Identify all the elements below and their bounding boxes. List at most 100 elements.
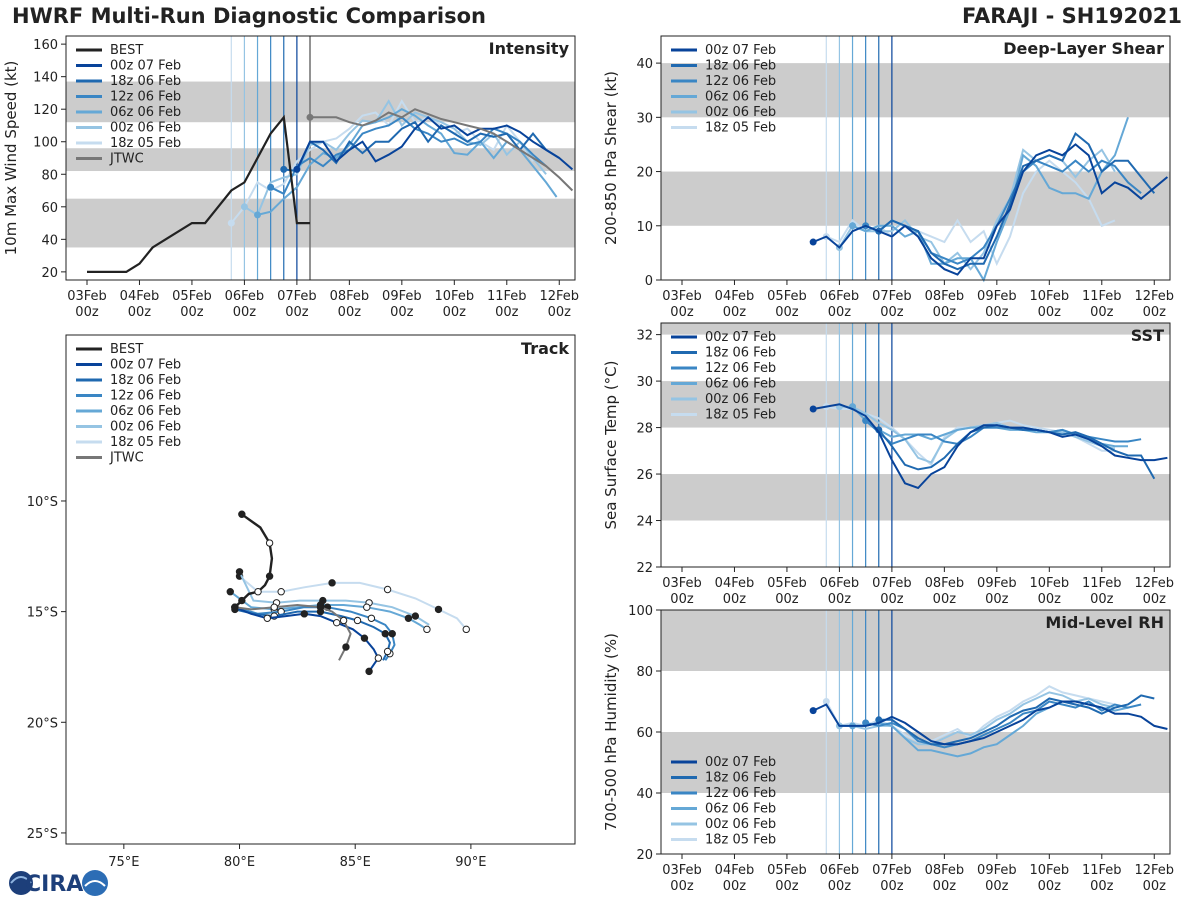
shear-panel-title: Deep-Layer Shear — [1003, 39, 1164, 58]
rh-xtick-hour-label: 00z — [1090, 879, 1114, 894]
sst-xtick-date-label: 05Feb — [767, 576, 807, 591]
intensity-ytick-label: 40 — [41, 233, 58, 248]
track-best-point — [265, 539, 274, 547]
rh-xtick-date-label: 09Feb — [977, 863, 1017, 878]
sst-xtick-date-label: 12Feb — [1134, 576, 1174, 591]
rh-series-line — [812, 700, 1168, 746]
intensity-xtick-hour-label: 00z — [128, 305, 152, 320]
intensity-init-marker — [267, 183, 275, 191]
rh-xtick-hour-label: 00z — [670, 879, 694, 894]
sst-xtick-hour-label: 00z — [828, 592, 852, 607]
sst-xtick-hour-label: 00z — [670, 592, 694, 607]
rh-legend-label: 12z 06 Feb — [705, 786, 776, 801]
shear-legend-label: 00z 06 Feb — [705, 105, 776, 120]
sst-xtick-hour-label: 00z — [775, 592, 799, 607]
sst-ytick-label: 30 — [636, 375, 653, 390]
intensity-xtick-hour-label: 00z — [233, 305, 257, 320]
shear-xtick-date-label: 05Feb — [767, 289, 807, 304]
shear-xtick-hour-label: 00z — [1038, 305, 1062, 320]
rh-legend-label: 18z 05 Feb — [705, 833, 776, 848]
track-series-line — [238, 571, 430, 626]
sst-xtick-hour-label: 00z — [1143, 592, 1167, 607]
intensity-init-marker — [280, 165, 288, 173]
track-series-point — [411, 612, 420, 620]
track-legend-label: 18z 06 Feb — [110, 373, 181, 388]
sst-xtick-date-label: 08Feb — [925, 576, 965, 591]
shear-xtick-hour-label: 00z — [933, 305, 957, 320]
track-ytick-label: 20°S — [27, 716, 58, 731]
cira-logo: CIRA — [5, 866, 115, 904]
sst-ytick-label: 22 — [636, 561, 653, 576]
sst-xtick-hour-label: 00z — [1090, 592, 1114, 607]
track-series-point — [363, 603, 371, 611]
intensity-shade-band — [66, 148, 575, 172]
shear-shade-band — [661, 63, 1170, 118]
intensity-xtick-date-label: 10Feb — [435, 289, 475, 304]
intensity-panel-title: Intensity — [489, 39, 570, 58]
sst-xtick-hour-label: 00z — [985, 592, 1009, 607]
intensity-init-marker — [254, 211, 262, 219]
shear-ytick-label: 20 — [636, 166, 653, 181]
shear-xtick-hour-label: 00z — [1090, 305, 1114, 320]
rh-xtick-hour-label: 00z — [933, 879, 957, 894]
track-jtwc-point — [342, 643, 350, 651]
track-series-point — [226, 588, 234, 596]
rh-panel — [656, 609, 1171, 859]
shear-xtick-date-label: 08Feb — [925, 289, 965, 304]
sst-ytick-label: 28 — [636, 422, 653, 437]
track-legend-label: 18z 05 Feb — [110, 435, 181, 450]
track-series-point — [277, 588, 285, 596]
rh-xtick-date-label: 12Feb — [1134, 863, 1174, 878]
shear-xtick-hour-label: 00z — [723, 305, 747, 320]
rh-xtick-date-label: 10Feb — [1030, 863, 1070, 878]
storm-id-title: FARAJI - SH192021 — [962, 4, 1182, 28]
intensity-xtick-hour-label: 00z — [338, 305, 362, 320]
track-series-point — [332, 618, 341, 627]
sst-legend-label: 18z 06 Feb — [705, 346, 776, 361]
intensity-xtick-hour-label: 00z — [390, 305, 414, 320]
intensity-legend-label: 06z 06 Feb — [110, 105, 181, 120]
rh-xtick-hour-label: 00z — [723, 879, 747, 894]
intensity-ytick-label: 20 — [41, 266, 58, 281]
sst-xtick-hour-label: 00z — [1038, 592, 1062, 607]
intensity-legend-label: 00z 07 Feb — [110, 59, 181, 74]
rh-xtick-date-label: 06Feb — [820, 863, 860, 878]
sst-legend-label: 00z 06 Feb — [705, 392, 776, 407]
track-legend-label: BEST — [110, 342, 143, 357]
track-jtwc-point — [270, 603, 278, 611]
track-xtick-label: 80°E — [224, 855, 255, 870]
sst-xtick-date-label: 09Feb — [977, 576, 1017, 591]
track-series-point — [434, 605, 443, 614]
shear-ytick-label: 10 — [636, 220, 653, 235]
intensity-legend-label: 12z 06 Feb — [110, 90, 181, 105]
sst-xtick-date-label: 10Feb — [1030, 576, 1070, 591]
track-series-point — [462, 625, 470, 634]
rh-xtick-hour-label: 00z — [775, 879, 799, 894]
intensity-legend-label: 00z 06 Feb — [110, 121, 181, 136]
shear-legend-label: 12z 06 Feb — [705, 74, 776, 89]
intensity-series-line — [283, 120, 560, 173]
sst-init-marker — [809, 405, 817, 413]
sst-legend-label: 00z 07 Feb — [705, 330, 776, 345]
track-series-point — [300, 610, 309, 618]
shear-xtick-date-label: 04Feb — [715, 289, 755, 304]
rh-legend-label: 00z 06 Feb — [705, 817, 776, 832]
rh-ytick-label: 80 — [636, 665, 653, 680]
rh-xtick-date-label: 05Feb — [767, 863, 807, 878]
sst-ytick-label: 24 — [636, 515, 653, 530]
rh-xtick-hour-label: 00z — [828, 879, 852, 894]
intensity-jtwc-line — [310, 108, 574, 192]
track-best-point — [238, 596, 246, 605]
intensity-xtick-date-label: 12Feb — [539, 289, 579, 304]
track-series-point — [383, 585, 392, 594]
intensity-xtick-hour-label: 00z — [548, 305, 572, 320]
intensity-xtick-hour-label: 00z — [285, 305, 309, 320]
intensity-xtick-hour-label: 00z — [180, 305, 204, 320]
shear-ytick-label: 0 — [645, 274, 653, 289]
track-series-point — [381, 630, 389, 638]
intensity-ylabel: 10m Max Wind Speed (kt) — [2, 61, 20, 256]
partner-seal-icon — [82, 870, 108, 896]
intensity-xtick-hour-label: 00z — [443, 305, 467, 320]
shear-xtick-hour-label: 00z — [670, 305, 694, 320]
intensity-legend-label: BEST — [110, 43, 143, 58]
